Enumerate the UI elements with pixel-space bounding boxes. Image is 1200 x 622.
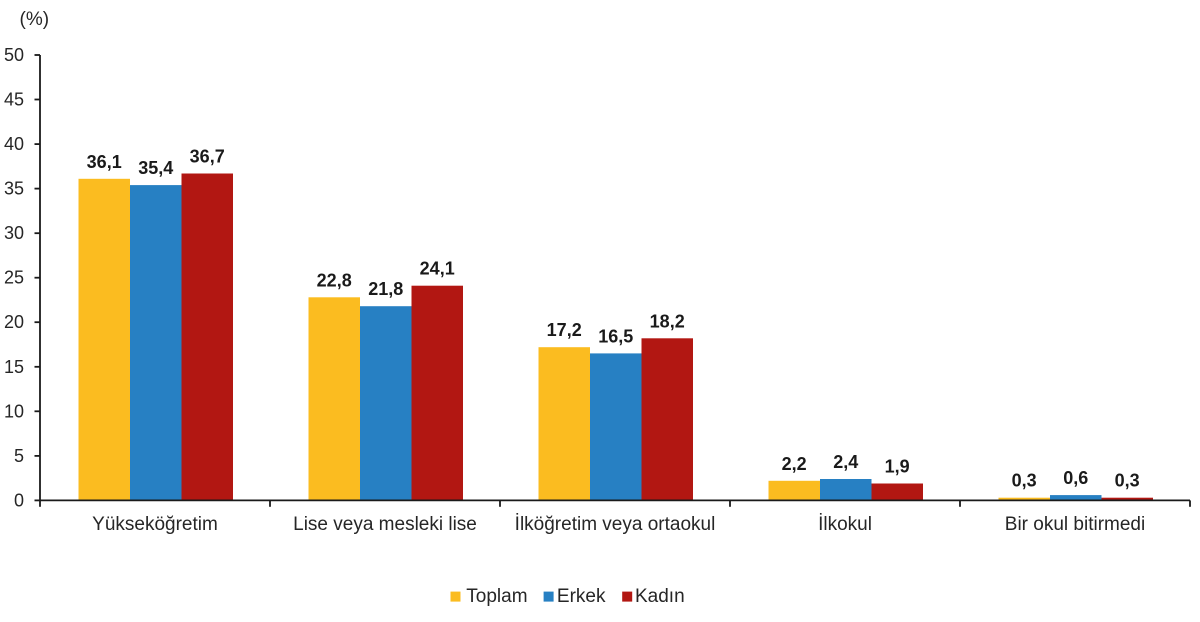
svg-text:Toplam: Toplam — [466, 586, 527, 607]
svg-text:25: 25 — [4, 268, 24, 288]
svg-text:1,9: 1,9 — [885, 457, 910, 477]
svg-text:2,2: 2,2 — [782, 454, 807, 474]
svg-text:0,6: 0,6 — [1063, 468, 1088, 488]
svg-text:İlköğretim veya ortaokul: İlköğretim veya ortaokul — [515, 514, 716, 535]
svg-text:30: 30 — [4, 223, 24, 243]
svg-text:Bir okul bitirmedi: Bir okul bitirmedi — [1005, 514, 1145, 535]
svg-text:20: 20 — [4, 312, 24, 332]
svg-text:0: 0 — [14, 490, 24, 510]
svg-text:Yükseköğretim: Yükseköğretim — [92, 514, 218, 535]
svg-text:0,3: 0,3 — [1012, 471, 1037, 491]
svg-text:18,2: 18,2 — [650, 311, 685, 331]
svg-text:21,8: 21,8 — [368, 279, 403, 299]
svg-text:Erkek: Erkek — [557, 586, 606, 607]
svg-text:15: 15 — [4, 357, 24, 377]
svg-text:Kadın: Kadın — [635, 586, 685, 607]
svg-text:10: 10 — [4, 401, 24, 421]
svg-text:İlkokul: İlkokul — [818, 514, 872, 535]
svg-text:16,5: 16,5 — [598, 326, 633, 346]
svg-text:2,4: 2,4 — [833, 452, 858, 472]
svg-text:36,7: 36,7 — [190, 147, 225, 167]
svg-text:36,1: 36,1 — [87, 152, 122, 172]
svg-text:17,2: 17,2 — [547, 320, 582, 340]
svg-text:Lise veya mesleki lise: Lise veya mesleki lise — [293, 514, 477, 535]
svg-text:(%): (%) — [20, 9, 50, 30]
svg-text:5: 5 — [14, 446, 24, 466]
svg-text:22,8: 22,8 — [317, 270, 352, 290]
svg-text:35: 35 — [4, 179, 24, 199]
svg-text:40: 40 — [4, 134, 24, 154]
svg-text:24,1: 24,1 — [420, 259, 455, 279]
svg-text:45: 45 — [4, 90, 24, 110]
svg-text:35,4: 35,4 — [138, 158, 173, 178]
svg-text:50: 50 — [4, 45, 24, 65]
svg-text:0,3: 0,3 — [1115, 471, 1140, 491]
